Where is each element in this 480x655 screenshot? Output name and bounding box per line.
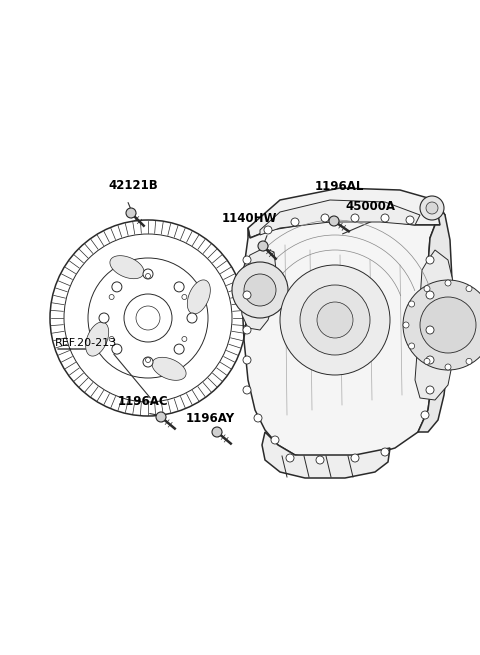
Circle shape bbox=[321, 214, 329, 222]
Circle shape bbox=[408, 301, 415, 307]
Circle shape bbox=[426, 291, 434, 299]
Circle shape bbox=[426, 256, 434, 264]
Circle shape bbox=[426, 326, 434, 334]
Polygon shape bbox=[187, 280, 210, 314]
Circle shape bbox=[271, 436, 279, 444]
Circle shape bbox=[280, 265, 390, 375]
Circle shape bbox=[112, 282, 122, 292]
Circle shape bbox=[286, 454, 294, 462]
Circle shape bbox=[424, 358, 430, 364]
Polygon shape bbox=[152, 357, 186, 381]
Circle shape bbox=[291, 218, 299, 226]
Circle shape bbox=[232, 262, 288, 318]
Circle shape bbox=[212, 427, 222, 437]
Polygon shape bbox=[415, 250, 455, 400]
Circle shape bbox=[112, 344, 122, 354]
Polygon shape bbox=[85, 322, 108, 356]
Polygon shape bbox=[248, 188, 445, 238]
Circle shape bbox=[187, 313, 197, 323]
Text: 1196AC: 1196AC bbox=[118, 395, 168, 408]
Circle shape bbox=[143, 357, 153, 367]
Polygon shape bbox=[262, 432, 390, 478]
Circle shape bbox=[329, 216, 339, 226]
Circle shape bbox=[426, 202, 438, 214]
Circle shape bbox=[243, 291, 251, 299]
Circle shape bbox=[466, 286, 472, 291]
Circle shape bbox=[243, 386, 251, 394]
Circle shape bbox=[244, 274, 276, 306]
Circle shape bbox=[174, 282, 184, 292]
Text: 45000A: 45000A bbox=[345, 200, 395, 213]
Text: REF.20-213: REF.20-213 bbox=[55, 338, 117, 348]
Circle shape bbox=[421, 411, 429, 419]
Polygon shape bbox=[260, 200, 420, 235]
Circle shape bbox=[426, 356, 434, 364]
Circle shape bbox=[420, 196, 444, 220]
Circle shape bbox=[351, 214, 359, 222]
Circle shape bbox=[424, 286, 430, 291]
Text: 1196AL: 1196AL bbox=[315, 180, 364, 193]
Circle shape bbox=[258, 241, 268, 251]
Circle shape bbox=[317, 302, 353, 338]
Circle shape bbox=[381, 448, 389, 456]
Circle shape bbox=[254, 414, 262, 422]
Circle shape bbox=[403, 280, 480, 370]
Circle shape bbox=[143, 269, 153, 279]
Circle shape bbox=[243, 256, 251, 264]
Circle shape bbox=[264, 226, 272, 234]
Circle shape bbox=[156, 412, 166, 422]
Circle shape bbox=[126, 208, 136, 218]
Circle shape bbox=[381, 214, 389, 222]
Circle shape bbox=[420, 297, 476, 353]
Circle shape bbox=[403, 322, 409, 328]
Polygon shape bbox=[240, 248, 276, 330]
Circle shape bbox=[445, 280, 451, 286]
Polygon shape bbox=[418, 200, 452, 432]
Text: 1140HW: 1140HW bbox=[222, 212, 277, 225]
Circle shape bbox=[243, 326, 251, 334]
Circle shape bbox=[109, 337, 114, 341]
Circle shape bbox=[243, 356, 251, 364]
Circle shape bbox=[466, 358, 472, 364]
Circle shape bbox=[445, 364, 451, 370]
Circle shape bbox=[408, 343, 415, 349]
Circle shape bbox=[99, 313, 109, 323]
Circle shape bbox=[406, 216, 414, 224]
Text: 1196AY: 1196AY bbox=[186, 412, 235, 425]
Circle shape bbox=[145, 358, 151, 362]
Polygon shape bbox=[110, 255, 144, 279]
Circle shape bbox=[145, 274, 151, 278]
Text: 42121B: 42121B bbox=[108, 179, 158, 192]
Circle shape bbox=[174, 344, 184, 354]
Circle shape bbox=[351, 454, 359, 462]
Circle shape bbox=[182, 295, 187, 299]
Circle shape bbox=[426, 386, 434, 394]
Circle shape bbox=[300, 285, 370, 355]
Polygon shape bbox=[242, 220, 440, 460]
Circle shape bbox=[109, 295, 114, 299]
Circle shape bbox=[316, 456, 324, 464]
Circle shape bbox=[182, 337, 187, 341]
